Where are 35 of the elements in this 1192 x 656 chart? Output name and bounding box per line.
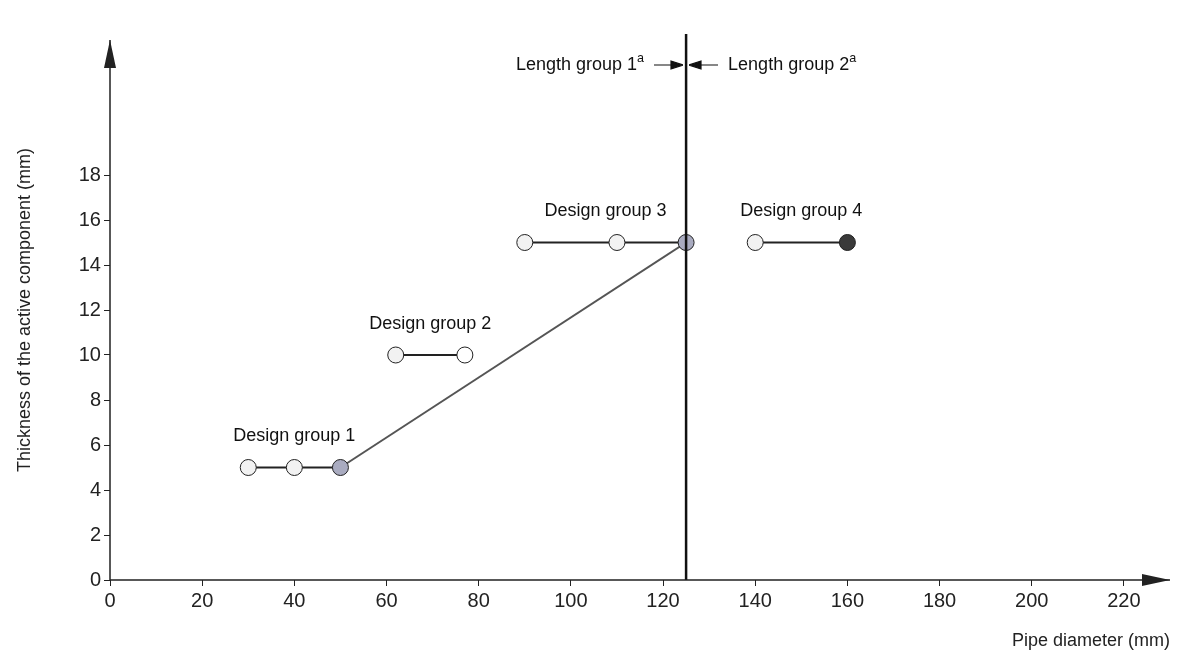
x-tick-label: 120: [646, 588, 680, 611]
point: [456, 346, 474, 364]
x-tick-label: 40: [283, 588, 306, 611]
point: [838, 234, 856, 251]
point: [285, 459, 303, 476]
y-tick-label: 4: [89, 477, 101, 500]
y-tick-label: 14: [78, 252, 101, 275]
point: [331, 459, 349, 476]
point: [516, 234, 534, 251]
y-tick-label: 6: [89, 432, 101, 455]
y-tick-label: 8: [89, 387, 101, 410]
y-tick-label: 2: [89, 522, 101, 545]
y-tick-label: 12: [78, 297, 101, 320]
x-tick-label: 160: [830, 588, 865, 611]
series-label: Design group 4: [740, 200, 863, 221]
point: [608, 234, 626, 251]
x-tick-label: 80: [467, 588, 490, 611]
series-label: Design group 1: [233, 425, 356, 446]
x-tick-label: 200: [1015, 588, 1049, 611]
x-tick-label: 0: [104, 588, 116, 611]
series-label: Design group 2: [369, 312, 492, 333]
y-tick-label: 10: [78, 342, 101, 365]
y-axis-title: Thickness of the active component (mm): [13, 147, 34, 473]
x-axis-title: Pipe diameter (mm): [1011, 630, 1170, 651]
x-tick-label: 220: [1107, 588, 1141, 611]
x-tick-label: 60: [375, 588, 398, 611]
x-tick-label: 140: [738, 588, 772, 611]
point: [239, 459, 257, 476]
x-tick-label: 180: [922, 588, 957, 611]
y-tick-label: 0: [89, 567, 101, 590]
series-label: Design group 3: [544, 200, 667, 221]
y-tick-label: 16: [78, 207, 101, 230]
x-tick-label: 100: [554, 588, 588, 611]
y-tick-label: 18: [78, 162, 101, 185]
x-tick-label: 20: [191, 588, 214, 611]
